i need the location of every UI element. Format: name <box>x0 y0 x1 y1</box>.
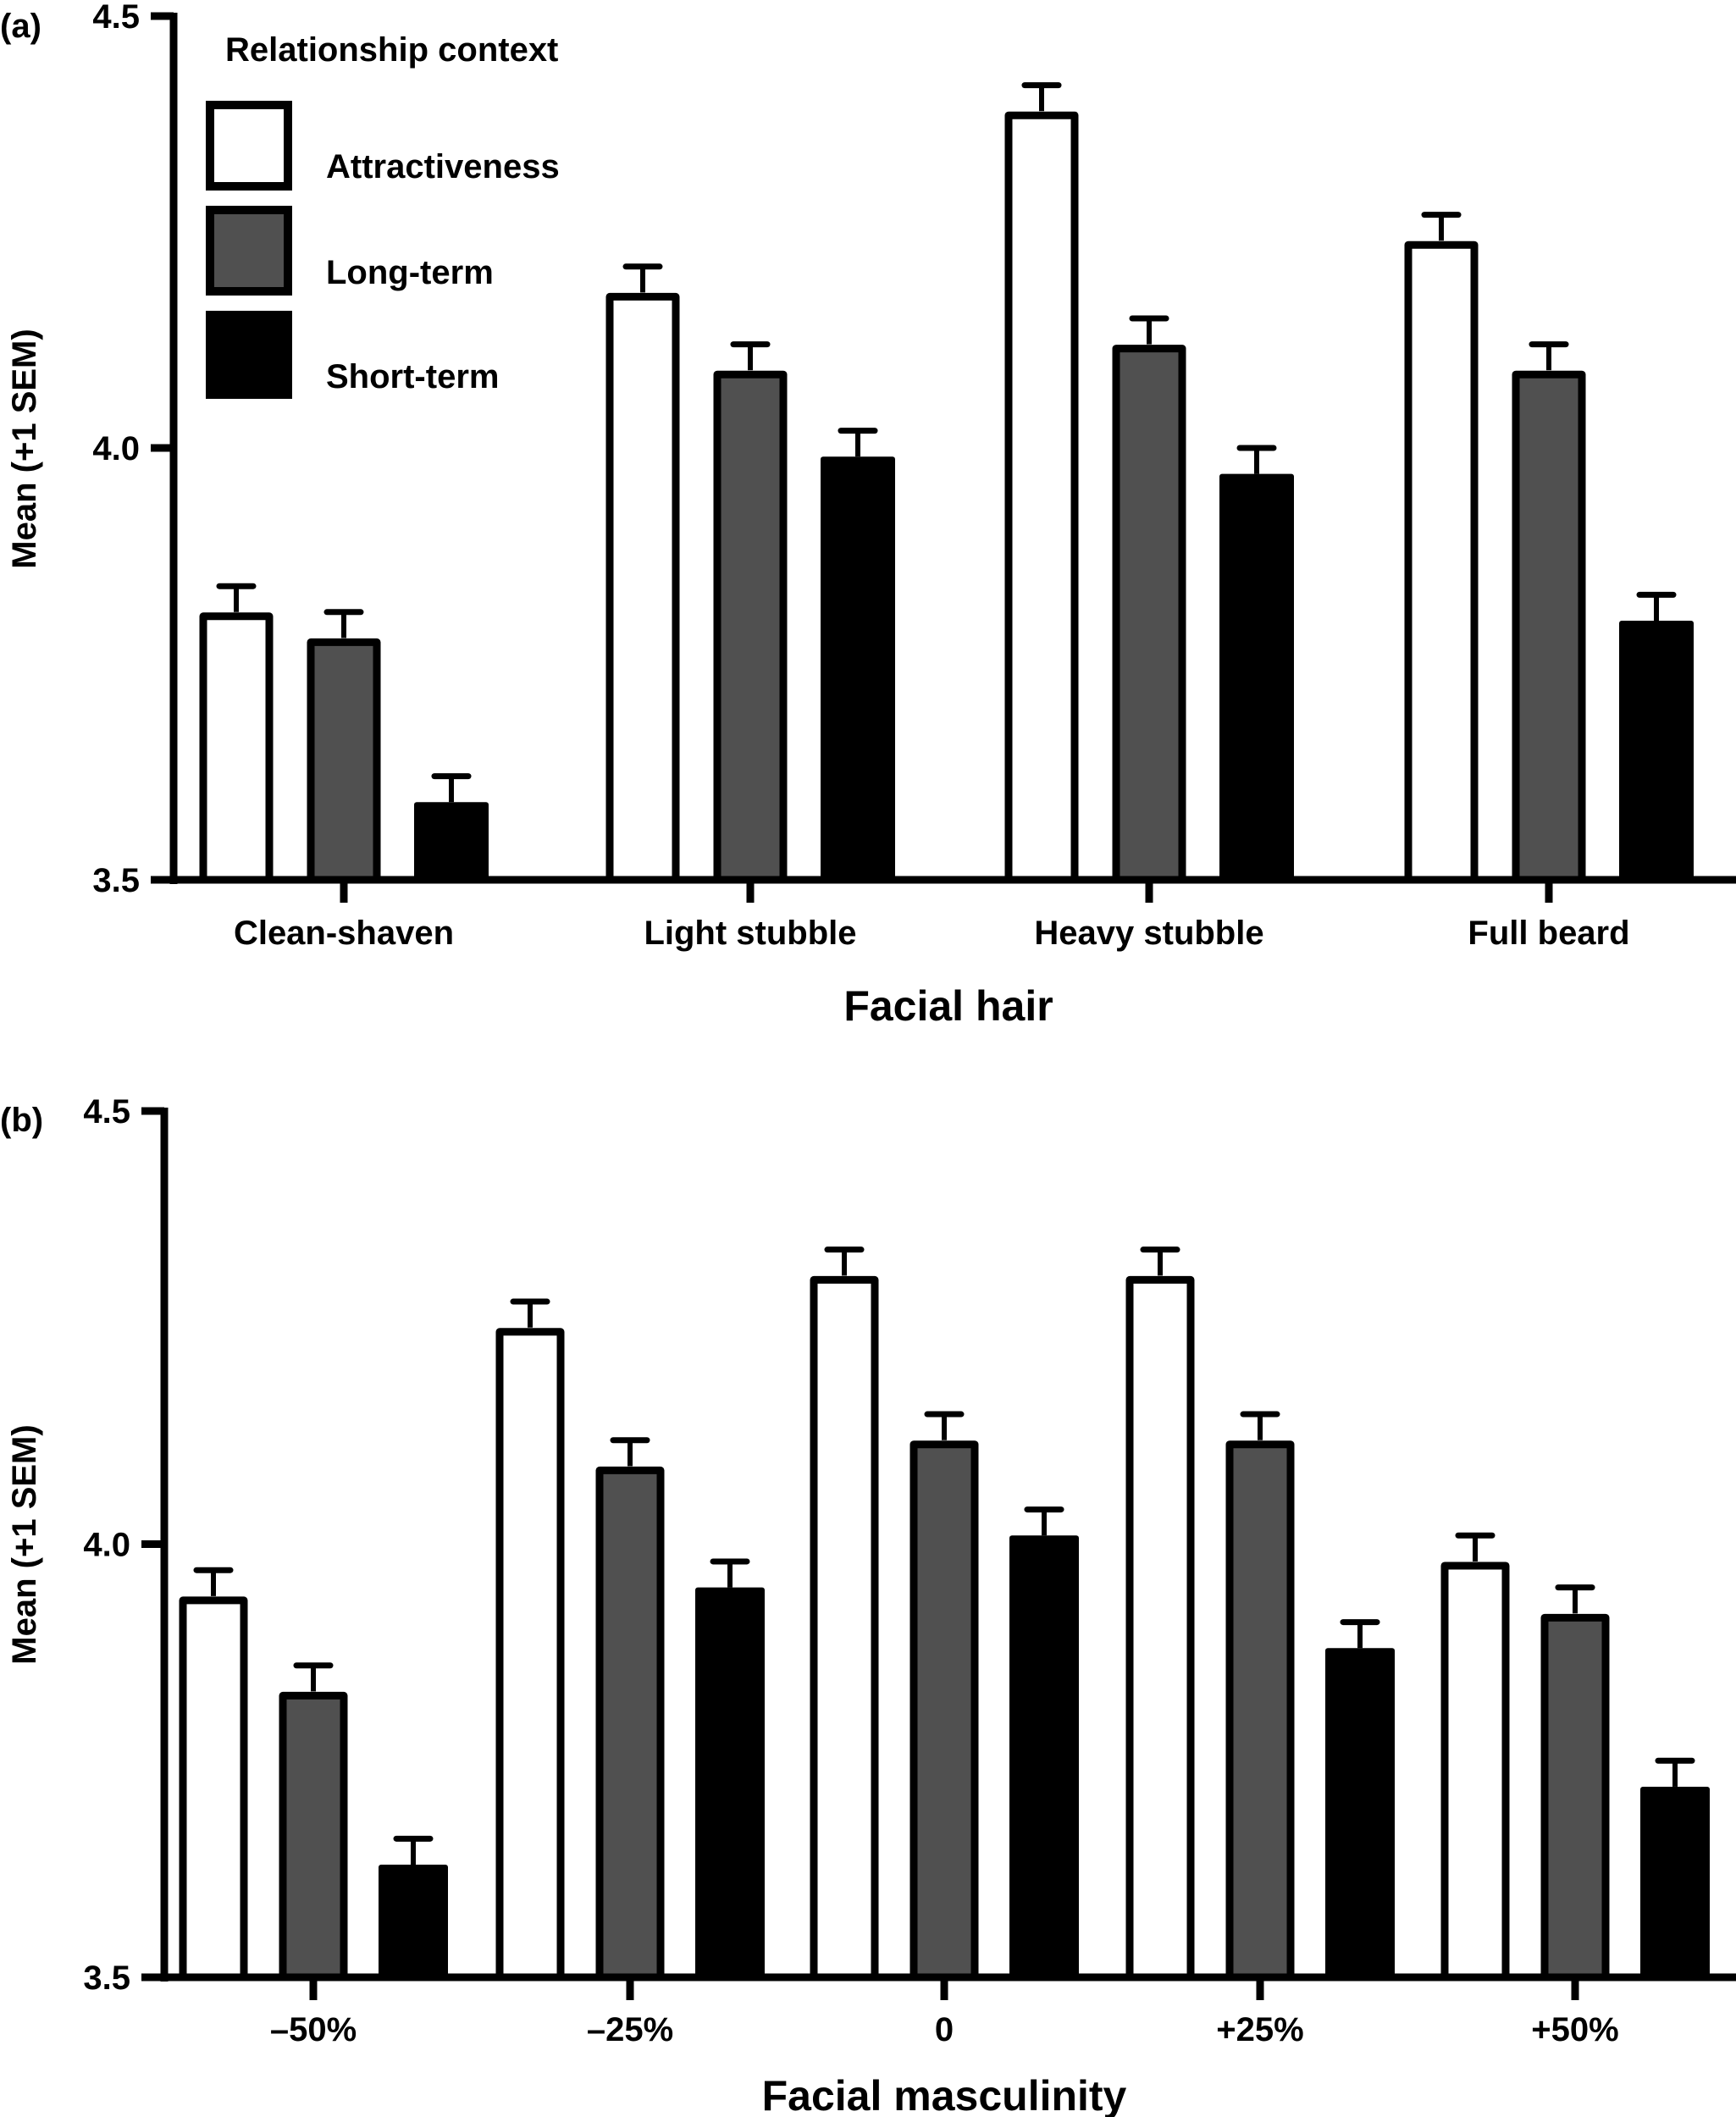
y-tick-label: 4.0 <box>92 430 140 467</box>
bar-short-term-fill <box>1325 1648 1395 1977</box>
x-tick-label: –25% <box>587 2011 673 2048</box>
panel-b-plot: 3.5 4.0 4.5 –50% –25% 0 +25% +50% <box>83 1093 1736 2048</box>
legend-swatch-long-term <box>206 206 292 296</box>
y-tick-label: 3.5 <box>83 1959 130 1997</box>
bar-short-term-fill <box>1009 1535 1079 1977</box>
y-tick-label: 4.5 <box>83 1093 130 1130</box>
bar-long-term <box>279 1691 348 1982</box>
panel-a-ylabel: Mean (+1 SEM) <box>6 329 43 568</box>
x-tick-label: Clean-shaven <box>234 915 454 952</box>
x-tick-label: –50% <box>270 2011 357 2048</box>
bar-short-term-fill <box>1219 473 1294 880</box>
bar-short-term-fill <box>1619 621 1694 880</box>
bar-attractiveness <box>1125 1275 1195 1982</box>
panel-a-xlabel: Facial hair <box>843 982 1053 1030</box>
bar-attractiveness <box>1004 111 1079 884</box>
panel-b: (b) Facial masculinity Mean (+1 SEM) 3.5… <box>0 1093 1736 2117</box>
y-tick-label: 3.5 <box>92 862 140 899</box>
x-tick-label: +50% <box>1531 2011 1618 2048</box>
bar-short-term-fill <box>379 1865 448 1977</box>
panel-b-ylabel: Mean (+1 SEM) <box>6 1424 43 1664</box>
bar-short-term-fill <box>1640 1786 1710 1977</box>
bar-attractiveness <box>199 612 274 884</box>
legend-label-short-term: Short-term <box>326 358 499 395</box>
bar-attractiveness <box>605 292 680 884</box>
bar-long-term <box>713 370 788 884</box>
panel-a: (a) Facial hair Mean (+1 SEM) Relationsh… <box>0 0 1736 1030</box>
legend-label-attractiveness: Attractiveness <box>326 148 560 185</box>
y-tick-label: 4.0 <box>83 1527 130 1564</box>
bar-attractiveness <box>1440 1561 1510 1982</box>
bar-long-term <box>1112 345 1186 884</box>
bar-attractiveness <box>495 1328 565 1982</box>
legend-swatch-short-term <box>206 311 292 399</box>
bar-short-term-fill <box>821 456 895 880</box>
bar-short-term-fill <box>695 1587 765 1977</box>
x-tick-label: Heavy stubble <box>1034 915 1263 952</box>
x-tick-label: 0 <box>935 2011 954 2048</box>
bar-attractiveness <box>179 1596 248 1982</box>
bar-short-term-fill <box>414 802 489 880</box>
panel-a-label: (a) <box>0 8 41 45</box>
x-tick-label: +25% <box>1216 2011 1303 2048</box>
x-tick-label: Light stubble <box>644 915 856 952</box>
bar-long-term <box>1225 1440 1295 1982</box>
legend-title: Relationship context <box>225 31 558 69</box>
y-tick-label: 4.5 <box>92 0 140 36</box>
panel-a-plot: 3.5 4.0 4.5 Clean-shaven Light stubble Heavy … <box>92 0 1736 952</box>
bar-long-term <box>1512 370 1586 884</box>
bar-long-term <box>307 638 381 884</box>
panel-b-label: (b) <box>0 1102 43 1139</box>
legend-swatch-attractiveness <box>206 101 292 191</box>
legend-label-long-term: Long-term <box>326 254 494 291</box>
bar-long-term <box>1540 1613 1610 1982</box>
x-tick-label: Full beard <box>1468 915 1629 952</box>
legend: Attractiveness Long-term Short-term <box>206 101 560 399</box>
bar-attractiveness <box>1404 240 1479 884</box>
bar-long-term <box>595 1466 665 1982</box>
bar-long-term <box>909 1440 979 1982</box>
bar-attractiveness <box>810 1275 879 1982</box>
panel-b-xlabel: Facial masculinity <box>762 2072 1127 2117</box>
